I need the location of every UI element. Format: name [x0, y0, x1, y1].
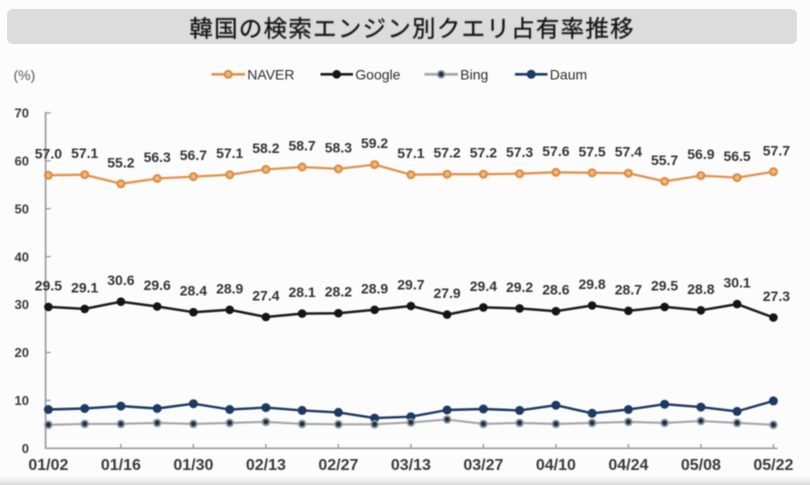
svg-text:01/02: 01/02: [28, 457, 68, 474]
svg-text:05/08: 05/08: [681, 457, 721, 474]
svg-text:29.5: 29.5: [35, 277, 62, 293]
svg-text:29.6: 29.6: [144, 277, 171, 293]
svg-text:58.3: 58.3: [325, 139, 352, 155]
svg-text:01/30: 01/30: [173, 457, 213, 474]
svg-text:28.6: 28.6: [542, 282, 569, 298]
svg-text:57.1: 57.1: [216, 145, 243, 161]
svg-text:58.2: 58.2: [252, 140, 279, 156]
svg-text:29.5: 29.5: [651, 277, 678, 293]
svg-text:57.0: 57.0: [35, 146, 62, 162]
svg-text:(%): (%): [14, 67, 36, 83]
svg-text:56.3: 56.3: [144, 149, 171, 165]
svg-text:57.7: 57.7: [763, 142, 790, 158]
svg-text:56.5: 56.5: [723, 148, 750, 164]
svg-text:29.1: 29.1: [71, 279, 98, 295]
svg-text:0: 0: [22, 441, 29, 456]
svg-text:Bing: Bing: [460, 66, 488, 82]
svg-text:02/27: 02/27: [318, 457, 358, 474]
svg-text:04/24: 04/24: [608, 457, 648, 474]
svg-text:57.2: 57.2: [470, 145, 497, 161]
svg-text:27.9: 27.9: [433, 285, 460, 301]
svg-text:28.1: 28.1: [288, 284, 315, 300]
svg-text:04/10: 04/10: [536, 457, 576, 474]
svg-text:55.2: 55.2: [107, 154, 134, 170]
svg-text:59.2: 59.2: [361, 135, 388, 151]
svg-text:Daum: Daum: [550, 66, 587, 82]
svg-text:10: 10: [15, 393, 29, 408]
svg-text:56.7: 56.7: [180, 147, 207, 163]
svg-text:30.6: 30.6: [107, 272, 134, 288]
svg-text:29.8: 29.8: [578, 276, 605, 292]
svg-text:70: 70: [15, 106, 29, 121]
svg-text:57.4: 57.4: [615, 144, 642, 160]
svg-text:55.7: 55.7: [651, 152, 678, 168]
svg-text:01/16: 01/16: [101, 457, 141, 474]
svg-text:29.7: 29.7: [397, 277, 424, 293]
svg-text:28.9: 28.9: [361, 280, 388, 296]
svg-text:57.6: 57.6: [542, 143, 569, 159]
svg-text:40: 40: [15, 249, 29, 264]
svg-text:28.4: 28.4: [180, 283, 207, 299]
svg-text:03/27: 03/27: [463, 457, 503, 474]
svg-text:Google: Google: [355, 66, 400, 82]
svg-text:05/22: 05/22: [753, 457, 793, 474]
svg-text:57.1: 57.1: [397, 145, 424, 161]
svg-text:30: 30: [15, 297, 29, 312]
svg-text:57.5: 57.5: [578, 143, 605, 159]
svg-text:27.4: 27.4: [252, 288, 279, 304]
svg-text:20: 20: [15, 345, 29, 360]
svg-text:58.7: 58.7: [288, 138, 315, 154]
svg-text:29.2: 29.2: [506, 279, 533, 295]
svg-text:57.2: 57.2: [433, 145, 460, 161]
svg-text:29.4: 29.4: [470, 278, 497, 294]
svg-text:28.7: 28.7: [615, 281, 642, 297]
svg-text:56.9: 56.9: [687, 146, 714, 162]
svg-text:28.9: 28.9: [216, 280, 243, 296]
svg-text:60: 60: [15, 154, 29, 169]
svg-text:28.8: 28.8: [687, 281, 714, 297]
svg-text:30.1: 30.1: [723, 275, 750, 291]
svg-text:NAVER: NAVER: [247, 66, 294, 82]
svg-text:27.3: 27.3: [763, 288, 790, 304]
svg-text:28.2: 28.2: [325, 284, 352, 300]
svg-text:57.1: 57.1: [71, 145, 98, 161]
svg-text:03/13: 03/13: [391, 457, 431, 474]
svg-text:02/13: 02/13: [246, 457, 286, 474]
svg-text:57.3: 57.3: [506, 144, 533, 160]
svg-text:50: 50: [15, 201, 29, 216]
